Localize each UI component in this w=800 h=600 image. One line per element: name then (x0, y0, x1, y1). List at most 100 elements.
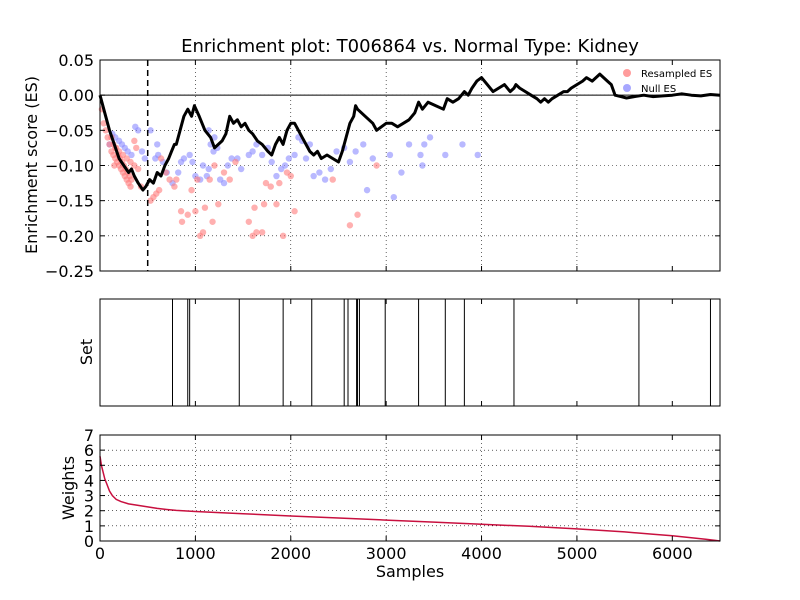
set-plot-frame (99, 298, 721, 407)
null-es-point (224, 162, 232, 169)
legend: Resampled ES Null ES (623, 69, 712, 95)
null-es-point (386, 151, 394, 159)
null-es-point (268, 158, 275, 166)
null-es-point (369, 155, 376, 162)
null-es-point (281, 162, 289, 169)
null-es-point (189, 158, 196, 166)
resampled-es-point (100, 120, 108, 127)
resampled-es-point (173, 176, 180, 183)
null-es-points (106, 123, 481, 201)
resampled-es-point (354, 211, 361, 218)
weights-y-axis-label: Weights (59, 456, 78, 520)
resampled-es-point (192, 208, 199, 215)
resampled-es-point (128, 176, 135, 183)
enrichment-y-tick-label: −0.20 (45, 227, 94, 246)
null-es-point (175, 169, 182, 176)
resampled-es-point (220, 169, 228, 176)
weights-gridlines (100, 435, 720, 541)
null-es-point (302, 155, 310, 162)
resampled-es-point (260, 200, 268, 208)
resampled-es-point (111, 162, 118, 169)
resampled-es-point (171, 183, 178, 190)
resampled-es-point (251, 204, 258, 211)
resampled-es-point (346, 222, 354, 229)
chart-title: Enrichment plot: T006864 vs. Normal Type… (181, 36, 639, 57)
resampled-es-point (134, 165, 142, 173)
null-es-point (291, 151, 298, 159)
resampled-es-point (178, 218, 186, 225)
resampled-es-point (279, 232, 287, 240)
weights-y-tick-label: 7 (84, 426, 94, 445)
resampled-es-point (211, 162, 218, 169)
null-es-point (186, 151, 193, 159)
set-panel: Set (77, 298, 721, 407)
weights-y-tick-label: 6 (84, 441, 94, 460)
x-tick-label: 0 (95, 544, 105, 563)
resampled-es-point (273, 200, 280, 208)
resampled-es-point (194, 176, 201, 183)
weights-y-tick-label: 1 (84, 517, 94, 536)
null-es-point (333, 148, 340, 155)
null-es-point (220, 179, 228, 187)
null-es-point (273, 172, 280, 180)
x-tick-label: 5000 (557, 544, 598, 563)
resampled-es-point (133, 144, 140, 152)
resampled-es-point (291, 208, 298, 215)
resampled-es-point (155, 186, 163, 194)
null-es-point (154, 141, 161, 148)
weights-y-tick-label: 3 (84, 487, 94, 506)
enrichment-y-tick-label: 0.05 (58, 51, 94, 70)
resampled-es-point (258, 229, 266, 236)
null-es-point (346, 158, 354, 166)
resampled-es-point (177, 208, 185, 215)
null-es-point (258, 151, 266, 159)
x-tick-label: 4000 (461, 544, 502, 563)
null-es-point (459, 141, 466, 148)
resampled-es-point (232, 158, 239, 166)
set-y-axis-label: Set (77, 339, 96, 365)
null-es-point (141, 155, 149, 162)
weights-y-tick-label: 2 (84, 502, 94, 521)
resampled-es-point (166, 176, 173, 183)
resampled-es-point (329, 176, 336, 183)
null-es-point (419, 162, 426, 169)
enrichment-y-tick-label: −0.10 (45, 157, 94, 176)
weights-y-tick-label: 5 (84, 456, 94, 475)
legend-resampled-marker (623, 69, 631, 77)
resampled-es-point (157, 155, 165, 162)
resampled-es-point (127, 183, 134, 190)
weights-line (99, 456, 721, 542)
set-x-ticks (99, 299, 673, 406)
null-es-point (128, 151, 135, 159)
x-tick-label: 1000 (175, 544, 216, 563)
enrichment-y-tick-label: −0.05 (45, 121, 94, 140)
null-es-point (474, 151, 481, 159)
resampled-es-point (131, 137, 138, 145)
null-es-point (211, 134, 218, 141)
null-es-point (417, 151, 424, 159)
set-hit-lines (171, 299, 711, 406)
x-tick-label: 3000 (366, 544, 407, 563)
legend-null-label: Null ES (641, 84, 676, 95)
resampled-es-point (209, 218, 216, 225)
null-es-point (390, 193, 397, 201)
resampled-es-point (253, 229, 260, 236)
null-es-point (327, 165, 335, 173)
resampled-es-point (206, 176, 213, 183)
weights-x-ticks: 0 1000 2000 3000 4000 5000 6000 (95, 435, 693, 563)
null-es-point (442, 151, 449, 159)
null-es-point (321, 176, 329, 183)
weights-plot-frame (99, 434, 721, 542)
null-es-point (398, 169, 405, 176)
resampled-es-point (184, 211, 191, 218)
enrichment-y-ticks: 0.05 0.00 −0.05 −0.10 −0.15 −0.20 −0.25 (45, 51, 720, 281)
null-es-point (360, 141, 367, 148)
resampled-es-point (199, 229, 207, 236)
x-axis-label: Samples (376, 562, 444, 581)
null-es-point (249, 148, 256, 155)
null-es-point (205, 165, 212, 173)
resampled-es-point (201, 204, 209, 211)
resampled-es-point (267, 183, 274, 190)
